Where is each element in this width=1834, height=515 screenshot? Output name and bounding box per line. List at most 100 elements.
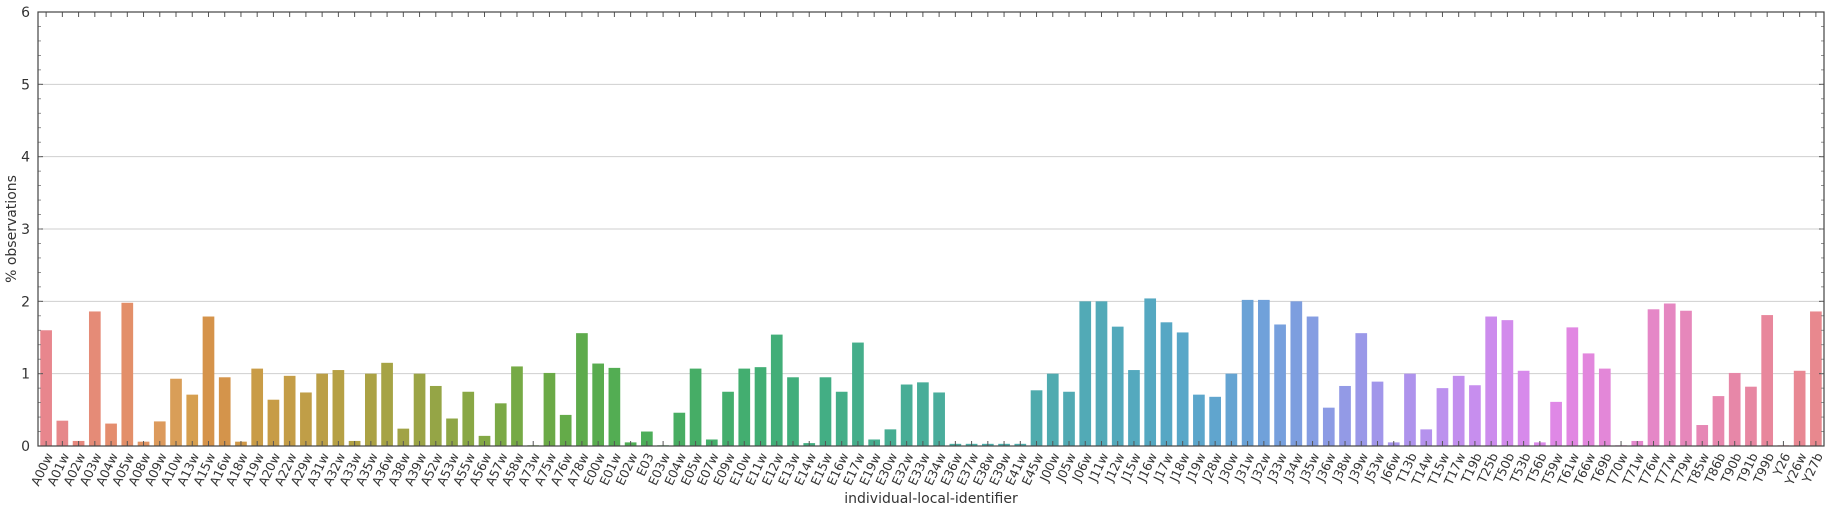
- bar-E10w: [738, 368, 751, 446]
- bar-J33w: [1274, 324, 1286, 446]
- bar-A38w: [397, 428, 410, 446]
- y-tick-label: 0: [21, 439, 30, 455]
- bar-J11w: [1095, 301, 1108, 446]
- bar-T15w: [1436, 388, 1449, 446]
- bar-A10w: [170, 378, 182, 446]
- bar-J05w: [1063, 391, 1075, 446]
- bar-J35w: [1306, 316, 1319, 446]
- x-tick-labels: A00wA01wA02wA03wA04wA05wA08wA09wA10wA13w…: [28, 450, 1826, 488]
- bar-J19w: [1193, 394, 1205, 446]
- bar-J00w: [1046, 373, 1059, 446]
- y-tick-label: 4: [21, 150, 30, 166]
- bar-E05w: [689, 368, 702, 446]
- y-tick-label: 5: [21, 77, 30, 93]
- bar-J36w: [1322, 407, 1335, 446]
- y-tick-labels: 0 1 2 3 4 5 6: [21, 5, 30, 455]
- bar-J38w: [1339, 385, 1351, 446]
- bar-T17w: [1452, 375, 1465, 446]
- bar-A04w: [105, 423, 117, 446]
- bar-T85w: [1696, 425, 1709, 446]
- bar-T19b: [1469, 385, 1481, 446]
- bar-T99b: [1761, 315, 1774, 446]
- bar-T53b: [1517, 370, 1530, 446]
- bar-A31w: [316, 373, 328, 446]
- bar-T86b: [1712, 396, 1725, 446]
- bar-E11w: [754, 367, 767, 446]
- bar-E01w: [608, 367, 621, 446]
- bar-J34w: [1290, 301, 1303, 446]
- bar-T90b: [1728, 372, 1741, 446]
- bar-A19w: [251, 368, 264, 446]
- bar-A13w: [186, 394, 199, 446]
- bar-E34w: [933, 392, 945, 446]
- bar-T14w: [1420, 429, 1433, 446]
- bar-J31w: [1241, 299, 1254, 446]
- bar-Y26w: [1793, 370, 1806, 446]
- bar-A39w: [413, 373, 426, 446]
- bar-J39w: [1355, 333, 1368, 446]
- bar-A75w: [543, 372, 556, 446]
- bar-J15w: [1128, 370, 1140, 446]
- axes: [37, 11, 1825, 447]
- bar-T13b: [1404, 373, 1416, 446]
- bar-A05w: [121, 302, 134, 446]
- bar-T77w: [1663, 303, 1676, 446]
- bars: [40, 298, 1822, 446]
- bar-A52w: [429, 385, 442, 446]
- bar-A32w: [332, 370, 345, 446]
- bar-E32w: [900, 384, 913, 446]
- bar-J28w: [1209, 396, 1221, 446]
- bar-A01w: [56, 420, 69, 446]
- bar-A20w: [267, 399, 280, 446]
- bar-J16w: [1144, 298, 1157, 446]
- bar-A58w: [511, 366, 523, 446]
- y-tick-label: 2: [21, 294, 30, 310]
- bar-J17w: [1160, 322, 1173, 446]
- bar-A22w: [283, 375, 296, 446]
- bar-E04w: [673, 412, 686, 446]
- bar-A03w: [88, 311, 101, 446]
- bar-E33w: [917, 382, 929, 446]
- y-tick-label: 6: [21, 5, 30, 21]
- bar-A55w: [462, 391, 475, 446]
- bar-A00w: [40, 330, 52, 446]
- bar-J30w: [1225, 373, 1238, 446]
- y-axis-label: % observations: [4, 175, 20, 283]
- bar-A09w: [153, 421, 166, 446]
- bar-T50b: [1501, 320, 1514, 446]
- bar-E16w: [835, 391, 848, 446]
- bar-T76w: [1647, 309, 1660, 446]
- bar-A16w: [218, 377, 231, 446]
- bar-Y27b: [1810, 311, 1822, 446]
- plot-frame: [37, 11, 1825, 447]
- bar-J18w: [1176, 332, 1189, 446]
- bar-T61w: [1566, 327, 1579, 446]
- x-axis-label: individual-local-identifier: [844, 491, 1018, 507]
- bar-T59w: [1550, 401, 1562, 446]
- bar-J06w: [1079, 301, 1092, 446]
- bar-A57w: [494, 403, 507, 446]
- bar-A78w: [576, 333, 588, 446]
- bar-T25b: [1485, 316, 1497, 446]
- bar-E45w: [1030, 390, 1043, 446]
- bar-A53w: [446, 418, 458, 446]
- bar-E17w: [852, 342, 864, 446]
- bar-A76w: [559, 414, 572, 446]
- bar-E13w: [787, 377, 799, 446]
- bar-J53w: [1371, 381, 1384, 446]
- bar-A36w: [381, 362, 393, 446]
- bar-A15w: [202, 316, 215, 446]
- bar-T66w: [1582, 353, 1595, 446]
- bar-A29w: [300, 392, 312, 446]
- y-tick-label: 1: [21, 367, 30, 383]
- bar-E15w: [819, 377, 832, 446]
- bar-E03: [641, 431, 653, 446]
- bar-A56w: [478, 435, 491, 446]
- bar-A35w: [365, 373, 377, 446]
- bar-E12w: [770, 334, 783, 446]
- bar-E09w: [722, 391, 734, 446]
- bar-E30w: [884, 429, 897, 446]
- bar-T69b: [1598, 368, 1611, 446]
